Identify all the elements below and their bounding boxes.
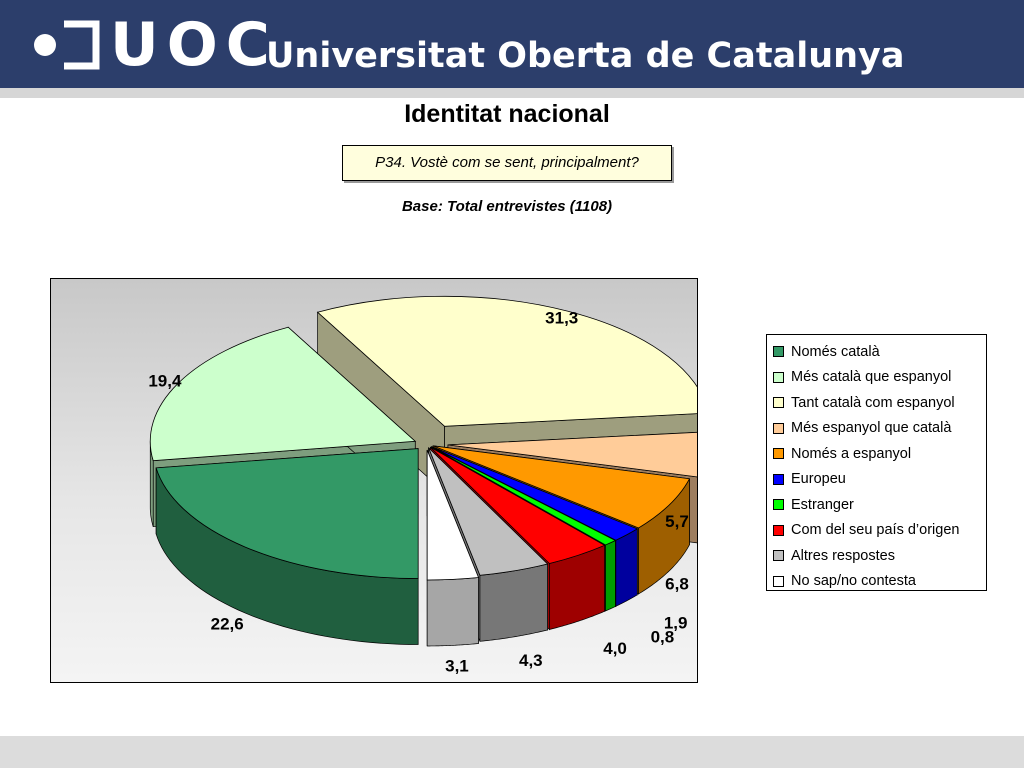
legend-item-no-sap-no-contesta: No sap/no contesta <box>773 569 986 595</box>
pie-slice-mes-catala-que-espanyol <box>149 326 417 462</box>
pie-slice-tant-catala-com-espanyol <box>316 295 697 427</box>
legend-swatch <box>773 397 784 409</box>
data-label-com-del-seu-pais-d-origen: 4,0 <box>603 639 627 658</box>
pie-slice-estranger <box>431 446 617 546</box>
legend-item-nomes-a-espanyol: Només a espanyol <box>773 441 986 467</box>
data-label-altres-respostes: 4,3 <box>519 651 543 670</box>
legend-item-estranger: Estranger <box>773 492 986 518</box>
data-label-europeu: 1,9 <box>664 614 688 633</box>
data-label-mes-catala-que-espanyol: 19,4 <box>148 371 182 390</box>
legend-swatch <box>773 499 784 511</box>
legend-item-com-del-seu-pais-d-origen: Com del seu país d’origen <box>773 518 986 544</box>
data-label-no-sap-no-contesta: 3,1 <box>445 656 469 675</box>
pie-chart: 22,6 19,4 31,3 5,7 6,8 1,90,8 4,0 4,3 3,1 <box>148 295 697 675</box>
pie-slice-altres-respostes <box>428 447 549 576</box>
legend-label: Europeu <box>791 471 846 488</box>
university-name: Universitat Oberta de Catalunya <box>266 36 905 76</box>
legend-swatch <box>773 346 784 358</box>
pie-slice-nomes-a-espanyol <box>432 445 691 529</box>
chart-area: 22,6 19,4 31,3 5,7 6,8 1,9 0,8 4,0 4,3 3,1 <box>50 278 698 683</box>
data-label-estranger: 0,8 <box>651 627 675 646</box>
legend-label: Només a espanyol <box>791 445 912 462</box>
legend-label: No sap/no contesta <box>791 573 916 590</box>
data-label-nomes-catala: 22,6 <box>211 614 244 633</box>
legend-label: Altres respostes <box>791 547 895 564</box>
legend-item-nomes-catala: Només català <box>773 339 986 365</box>
legend-label: Només català <box>791 343 880 360</box>
data-label-tant-catala-com-espanyol: 31,3 <box>545 308 578 327</box>
chart-legend: Només català Més català que espanyol Tant … <box>766 334 987 591</box>
header-divider <box>0 88 1024 98</box>
legend-swatch <box>773 371 784 383</box>
legend-swatch <box>773 473 784 485</box>
slide-title: Identitat nacional <box>404 100 610 128</box>
data-label-mes-espanyol-que-catala: 5,7 <box>665 512 689 531</box>
legend-label: Estranger <box>791 496 854 513</box>
data-labels: 22,6 19,4 31,3 5,7 6,8 1,90,8 4,0 4,3 3,1 <box>148 308 688 675</box>
pie-slice-nomes-catala <box>155 448 419 579</box>
legend-swatch <box>773 448 784 460</box>
header-bar: UOC Universitat Oberta de Catalunya <box>0 0 1024 88</box>
legend-swatch <box>773 422 784 434</box>
legend-item-tant-catala-com-espanyol: Tant català com espanyol <box>773 390 986 416</box>
slice-side-estranger <box>605 539 616 612</box>
legend-label: Tant català com espanyol <box>791 394 955 411</box>
legend-item-europeu: Europeu <box>773 467 986 493</box>
pie-slice-europeu <box>431 446 639 541</box>
legend-label: Més català que espanyol <box>791 369 952 386</box>
slice-side-no-sap-no-contesta <box>426 577 479 647</box>
legend-label: Com del seu país d’origen <box>791 522 960 539</box>
legend-swatch <box>773 524 784 536</box>
uoc-logo-icon <box>34 20 100 70</box>
data-label-nomes-a-espanyol: 6,8 <box>665 575 689 594</box>
brand-logotype: UOC <box>110 10 278 80</box>
footer-bar <box>0 736 1024 768</box>
legend-swatch <box>773 575 784 587</box>
pie-slice-no-sap-no-contesta <box>426 449 480 581</box>
legend-item-mes-espanyol-que-catala: Més espanyol que català <box>773 416 986 442</box>
pie-slice-mes-espanyol-que-catala <box>447 431 697 478</box>
base-note: Base: Total entrevistes (1108) <box>401 198 613 215</box>
legend-label: Més espanyol que català <box>791 420 952 437</box>
slice-side-altres-respostes <box>479 563 548 642</box>
pie-slice-com-del-seu-pais-d-origen <box>430 446 606 564</box>
slice-side-europeu <box>615 528 638 607</box>
legend-swatch <box>773 550 784 562</box>
legend-item-altres-respostes: Altres respostes <box>773 543 986 569</box>
question-box: P34. Vostè com se sent, principalment? <box>342 145 672 181</box>
legend-item-mes-catala-que-espanyol: Més català que espanyol <box>773 365 986 391</box>
pie-tops <box>149 295 697 581</box>
